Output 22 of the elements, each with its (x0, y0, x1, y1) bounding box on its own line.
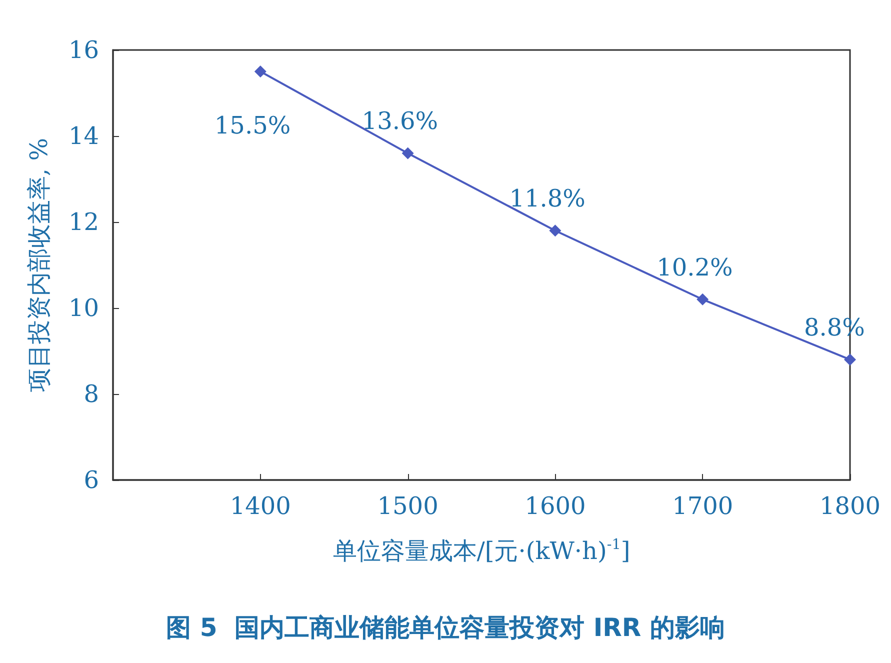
point (254, 66, 266, 78)
y-tick-label: 12 (68, 208, 99, 236)
y-tick-label: 10 (68, 294, 99, 322)
x-tick-label: 1700 (672, 492, 734, 520)
data-label: 13.6% (362, 107, 438, 136)
y-axis-title: 项目投资内部收益率, % (25, 138, 53, 392)
point (696, 293, 709, 306)
data-label: 11.8% (509, 184, 586, 213)
y-tick-label: 16 (68, 36, 99, 64)
y-tick-label: 6 (84, 466, 99, 494)
y-tick-label: 14 (68, 122, 99, 150)
x-tick-label: 1500 (377, 492, 438, 520)
y-tick-label: 8 (84, 380, 99, 408)
data-label: 10.2% (656, 253, 733, 282)
data-label: 15.5% (214, 112, 291, 140)
point (844, 354, 856, 366)
point (402, 147, 414, 160)
x-tick-label: 1600 (524, 492, 586, 520)
text: 图 5 国内工商业储能单位容量投资对 IRR 的影响 (166, 613, 725, 642)
point (549, 224, 562, 237)
x-tick-label: 1400 (230, 492, 291, 520)
x-tick-label: 1800 (819, 492, 881, 520)
